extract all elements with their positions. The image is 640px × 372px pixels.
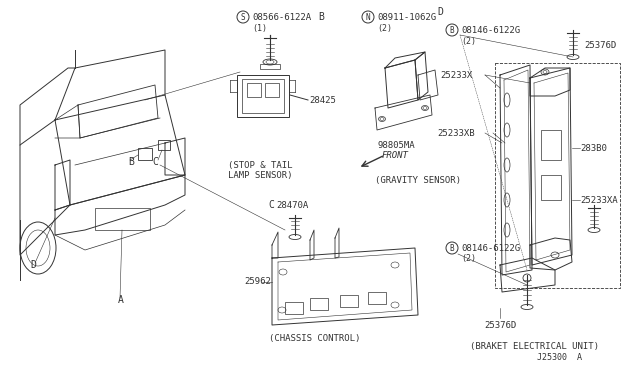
Text: B: B [318, 12, 324, 22]
Text: (GRAVITY SENSOR): (GRAVITY SENSOR) [375, 176, 461, 185]
Text: 25233XA: 25233XA [580, 196, 618, 205]
Bar [495, 63, 620, 288]
Text: B: B [450, 244, 454, 253]
Bar [340, 295, 358, 307]
Bar [368, 292, 386, 304]
Text: S: S [241, 13, 245, 22]
Text: B: B [450, 26, 454, 35]
Text: 25233XB: 25233XB [437, 128, 475, 138]
Bar [242, 79, 284, 113]
Text: 28470A: 28470A [276, 201, 308, 209]
Text: 08566-6122A: 08566-6122A [252, 13, 311, 22]
Text: 08146-6122G: 08146-6122G [461, 244, 520, 253]
Text: 25962: 25962 [244, 278, 271, 286]
Text: 283B0: 283B0 [580, 144, 607, 153]
Text: C: C [152, 157, 158, 167]
Bar [265, 83, 279, 97]
Text: (2): (2) [377, 23, 392, 32]
Text: 25233X: 25233X [440, 71, 472, 80]
Bar [237, 75, 289, 117]
Bar [285, 302, 303, 314]
Bar [138, 148, 152, 160]
Bar [541, 130, 561, 160]
Bar [260, 64, 280, 69]
Text: D: D [30, 260, 36, 270]
Bar [247, 83, 261, 97]
Text: B: B [128, 157, 134, 167]
Text: (2): (2) [461, 36, 476, 45]
Bar [95, 208, 150, 230]
Text: (BRAKET ELECTRICAL UNIT): (BRAKET ELECTRICAL UNIT) [470, 343, 600, 352]
Text: 08911-1062G: 08911-1062G [377, 13, 436, 22]
Text: 25376D: 25376D [484, 321, 516, 330]
Text: 08146-6122G: 08146-6122G [461, 26, 520, 35]
Text: 25376D: 25376D [584, 41, 616, 49]
Text: 98805MA: 98805MA [378, 141, 415, 150]
Text: N: N [365, 13, 371, 22]
Bar [158, 140, 170, 150]
Text: C: C [268, 200, 274, 210]
Text: 28425: 28425 [309, 96, 336, 105]
Text: A: A [118, 295, 124, 305]
Text: (STOP & TAIL: (STOP & TAIL [228, 160, 292, 170]
Text: J25300  A: J25300 A [538, 353, 582, 362]
Text: D: D [437, 7, 443, 17]
Bar [310, 298, 328, 310]
Text: LAMP SENSOR): LAMP SENSOR) [228, 170, 292, 180]
Text: (1): (1) [252, 23, 267, 32]
Text: (CHASSIS CONTROL): (CHASSIS CONTROL) [269, 334, 361, 343]
Bar [541, 175, 561, 200]
Text: (2): (2) [461, 254, 476, 263]
Text: FRONT: FRONT [382, 151, 409, 160]
